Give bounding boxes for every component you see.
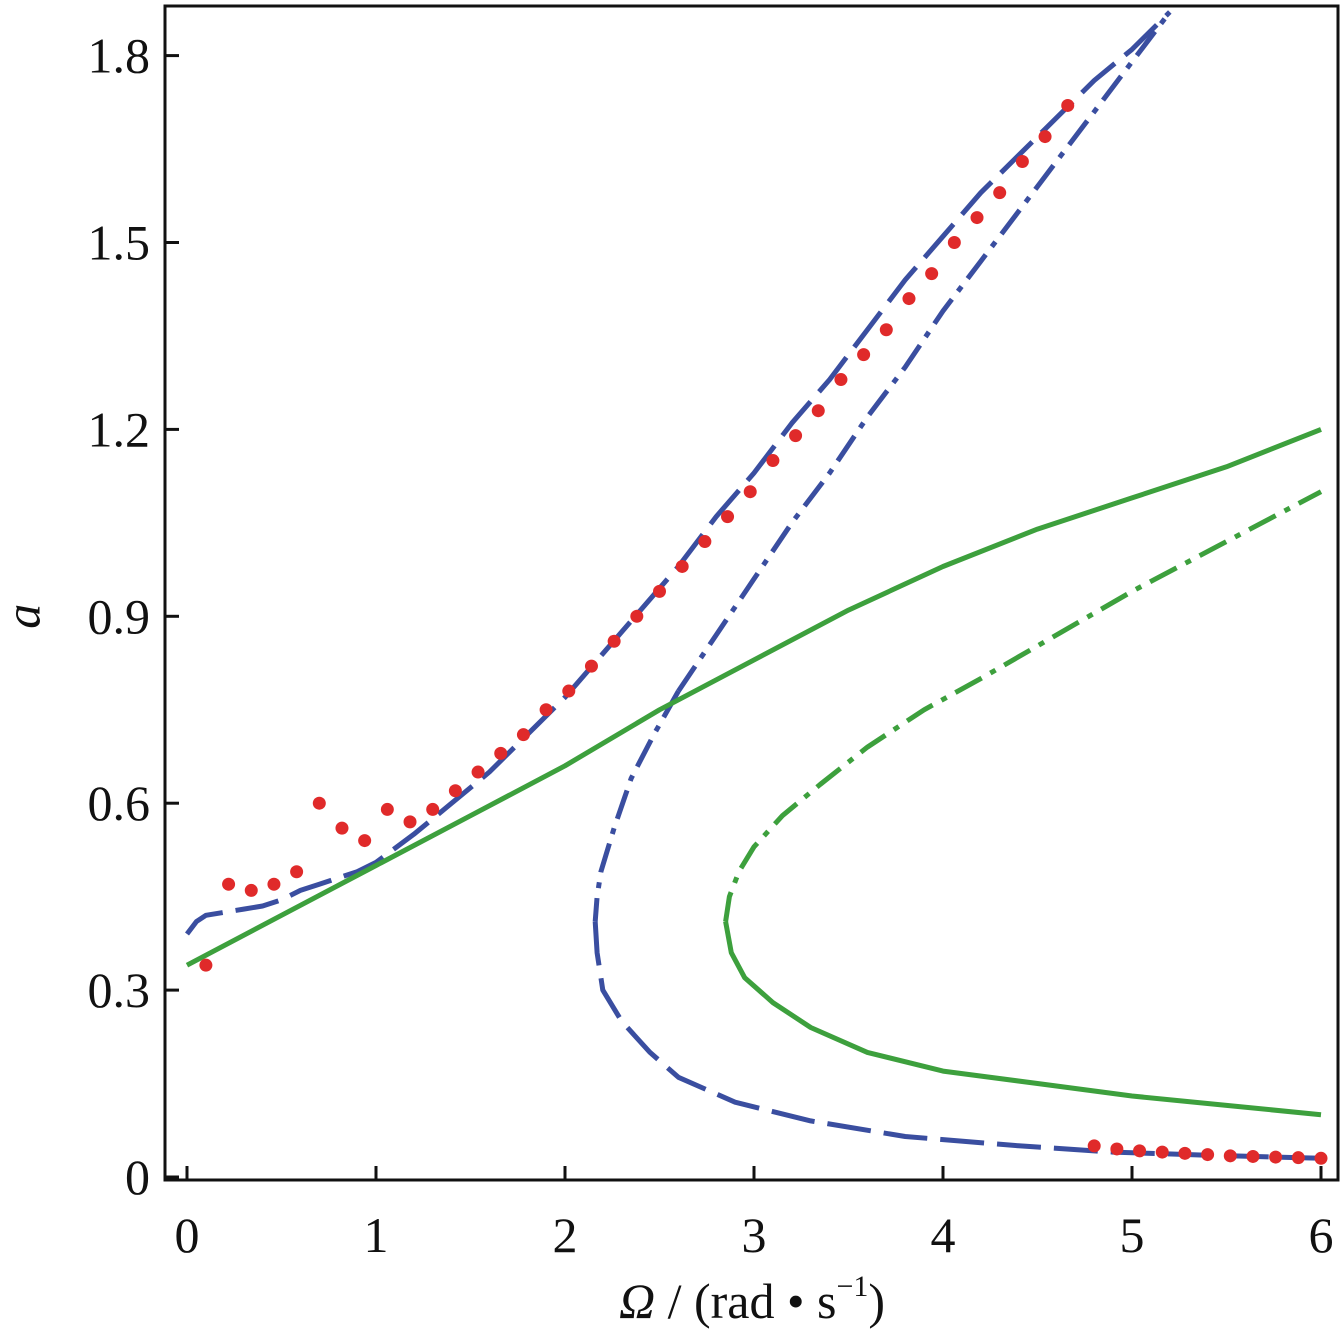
x-axis-unit: / (rad • s <box>655 1273 836 1329</box>
data-point <box>1201 1148 1215 1162</box>
data-point <box>970 211 984 225</box>
data-point <box>584 659 598 673</box>
data-point <box>471 765 485 779</box>
x-axis-unit-close: ) <box>868 1273 885 1329</box>
data-point <box>607 634 621 648</box>
data-point <box>1110 1142 1124 1156</box>
x-tick-label: 2 <box>553 1207 578 1263</box>
plot-frame <box>163 4 1340 1182</box>
y-tick-label: 1.8 <box>88 28 151 84</box>
data-point <box>834 373 848 387</box>
data-point <box>380 802 394 816</box>
data-point <box>1291 1151 1305 1165</box>
data-point <box>1246 1149 1260 1163</box>
series-layer <box>185 10 1323 1161</box>
data-point <box>879 323 893 337</box>
data-point <box>630 609 644 623</box>
data-point <box>244 883 258 897</box>
data-point <box>743 485 757 499</box>
data-point <box>494 746 508 760</box>
data-point <box>562 684 576 698</box>
data-point <box>1178 1146 1192 1160</box>
data-point <box>448 784 462 798</box>
data-point <box>993 186 1007 200</box>
y-tick-label: 1.5 <box>88 215 151 271</box>
data-point <box>1133 1144 1147 1158</box>
data-point <box>403 815 417 829</box>
series-line-green-solid <box>185 427 1322 968</box>
data-point <box>1061 98 1075 112</box>
x-axis-symbol: Ω <box>619 1273 655 1329</box>
data-point <box>721 510 735 524</box>
data-point <box>766 454 780 468</box>
series-line-green-solid <box>723 921 1322 1118</box>
data-point <box>426 802 440 816</box>
x-tick-label: 3 <box>742 1207 767 1263</box>
data-point <box>516 728 530 742</box>
x-tick-label: 0 <box>175 1207 200 1263</box>
series-line-blue-dash-dot <box>676 10 1172 693</box>
data-point <box>312 796 326 810</box>
data-point <box>1038 130 1052 144</box>
x-axis-ticks: 0 1 2 3 4 5 6 <box>175 1166 1334 1263</box>
y-tick-label: 1.2 <box>88 401 151 457</box>
x-tick-label: 1 <box>364 1207 389 1263</box>
data-point <box>539 703 553 717</box>
series-line-blue-long-dash <box>592 921 1322 1161</box>
points-layer <box>199 98 1328 1165</box>
data-point <box>1223 1149 1237 1163</box>
series-line-green-dash-dot <box>723 489 1323 922</box>
y-axis-ticks: 0 0.3 0.6 0.9 1.2 1.5 1.8 <box>88 28 179 1205</box>
y-tick-label: 0.6 <box>88 775 151 831</box>
x-axis-title: Ω / (rad • s−1) <box>619 1270 885 1329</box>
data-point <box>267 877 281 891</box>
series-line-blue-long-dash <box>185 10 1172 936</box>
data-point <box>1015 155 1029 169</box>
x-axis-unit-exponent: −1 <box>836 1270 868 1303</box>
x-tick-label: 4 <box>931 1207 956 1263</box>
data-point <box>698 535 712 549</box>
data-point <box>925 267 939 281</box>
data-point <box>675 559 689 573</box>
data-point <box>1155 1145 1169 1159</box>
data-point <box>947 236 961 249</box>
data-point <box>857 348 871 362</box>
data-point <box>902 292 916 306</box>
x-tick-label: 6 <box>1309 1207 1334 1263</box>
data-point <box>811 404 825 418</box>
data-point <box>789 429 803 443</box>
y-tick-label: 0.9 <box>88 588 151 644</box>
data-point <box>222 877 236 891</box>
x-tick-label: 5 <box>1120 1207 1145 1263</box>
data-point <box>1314 1151 1328 1165</box>
data-point <box>653 584 666 598</box>
data-point <box>1269 1150 1283 1164</box>
y-tick-label: 0 <box>125 1149 150 1205</box>
y-tick-label: 0.3 <box>88 962 151 1018</box>
data-point <box>358 834 372 848</box>
plot-border <box>163 4 1340 1182</box>
data-point <box>199 958 213 972</box>
y-axis-title: a <box>0 604 50 629</box>
data-point <box>1087 1139 1101 1153</box>
data-point <box>290 865 304 879</box>
data-point <box>335 821 349 835</box>
